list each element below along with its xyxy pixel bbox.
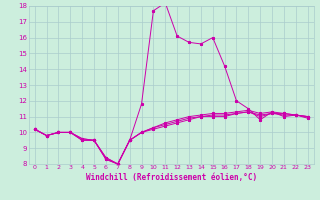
X-axis label: Windchill (Refroidissement éolien,°C): Windchill (Refroidissement éolien,°C)	[86, 173, 257, 182]
